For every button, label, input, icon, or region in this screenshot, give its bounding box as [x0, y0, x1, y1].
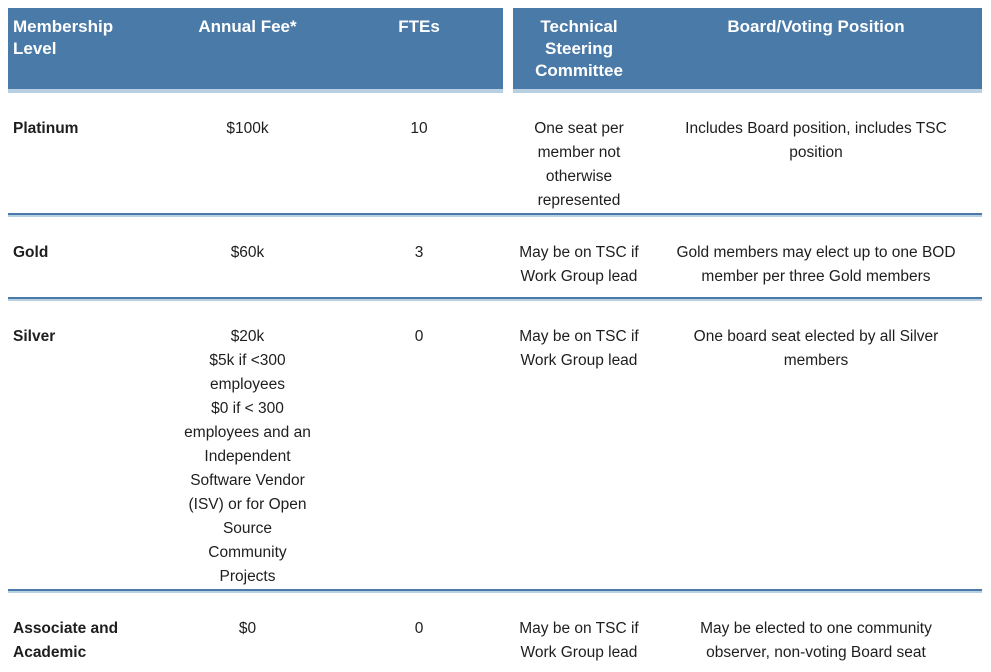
- header-cell-technical-steering-committee: Technical Steering Committee: [535, 17, 623, 80]
- cell-platinum-fee: $100k: [226, 120, 269, 137]
- row-divider: [8, 213, 982, 217]
- table-row-platinum: Platinum $100k 10 One seat per member no…: [8, 93, 982, 213]
- cell-platinum-ftes: 10: [410, 120, 428, 137]
- table-row-associate-academic: Associate and Academic $0 0 May be on TS…: [8, 593, 982, 672]
- cell-associate-fee: $0: [238, 620, 257, 637]
- membership-table: Membership Level Annual Fee* FTEs Techni…: [8, 8, 982, 672]
- cell-gold-tsc: May be on TSC if Work Group lead: [519, 244, 639, 285]
- cell-associate-ftes: 0: [414, 620, 424, 637]
- table-header-row: Membership Level Annual Fee* FTEs Techni…: [8, 8, 982, 93]
- table-row-gold: Gold $60k 3 May be on TSC if Work Group …: [8, 217, 982, 297]
- header-cell-ftes: FTEs: [398, 17, 440, 36]
- cell-platinum-tsc: One seat per member not otherwise repres…: [534, 120, 624, 209]
- cell-silver-tsc: May be on TSC if Work Group lead: [519, 328, 639, 369]
- cell-associate-tsc: May be on TSC if Work Group lead: [519, 620, 639, 661]
- cell-gold-ftes: 3: [414, 244, 424, 261]
- cell-associate-board: May be elected to one community observer…: [700, 620, 932, 661]
- cell-platinum-level: Platinum: [13, 120, 79, 137]
- header-cell-membership-level: Membership Level: [13, 17, 114, 58]
- table-row-silver: Silver $20k $5k if <300 employees $0 if …: [8, 301, 982, 589]
- cell-silver-ftes: 0: [414, 328, 424, 345]
- header-column-gap: [503, 8, 513, 93]
- cell-gold-fee: $60k: [230, 244, 265, 261]
- header-cell-board-voting-position: Board/Voting Position: [727, 17, 905, 36]
- cell-platinum-board: Includes Board position, includes TSC po…: [685, 120, 947, 161]
- row-divider: [8, 589, 982, 593]
- cell-silver-fee: $20k $5k if <300 employees $0 if < 300 e…: [184, 328, 311, 585]
- cell-gold-level: Gold: [13, 244, 49, 261]
- header-cell-annual-fee: Annual Fee*: [198, 17, 297, 36]
- cell-associate-level: Associate and Academic: [13, 620, 119, 661]
- cell-gold-board: Gold members may elect up to one BOD mem…: [676, 244, 956, 285]
- row-divider: [8, 297, 982, 301]
- cell-silver-level: Silver: [13, 328, 56, 345]
- cell-silver-board: One board seat elected by all Silver mem…: [693, 328, 939, 369]
